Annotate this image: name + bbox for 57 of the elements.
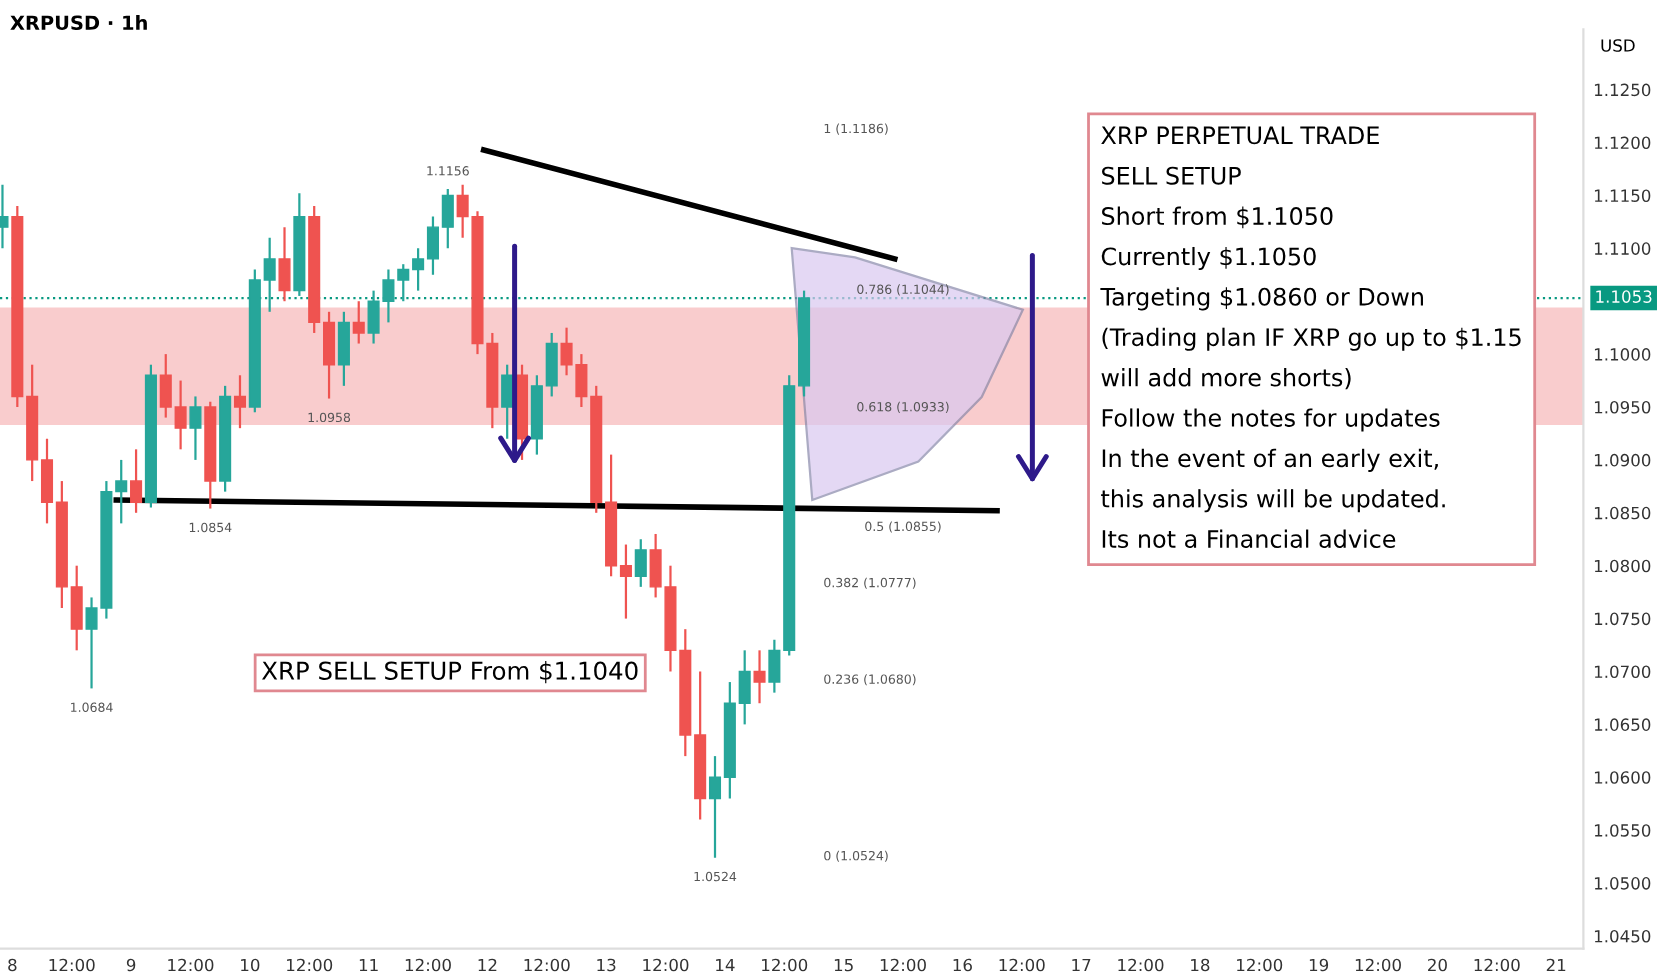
x-tick-label: 12:00: [880, 958, 926, 972]
text: XRP PERPETUAL TRADE SELL SETUP Short from $1.1050 Currently $1.1050 Targeting $1.0860 or Down (Trading plan IF XRP go up to $1.15 will add more shorts) Follow the notes for updates In the event of an early exit, this analysis will be updated. Its not a Financial advice: [1100, 126, 1521, 548]
x-tick-label: 10: [241, 958, 260, 972]
x-tick-label: 12:00: [1474, 958, 1520, 972]
x-tick-label: 13: [597, 958, 616, 972]
y-tick-label: 1.1200: [1594, 136, 1651, 150]
x-tick-label: 12:00: [999, 958, 1045, 972]
y-tick-label: 1.0450: [1594, 929, 1651, 943]
y-tick-label: 1.0900: [1594, 453, 1651, 467]
y-tick-label: 1.0750: [1594, 612, 1651, 626]
y-tick-label: 1.0950: [1594, 400, 1651, 414]
x-tick-label: 19: [1309, 958, 1329, 972]
x-tick-label: 20: [1428, 958, 1447, 972]
y-tick-label: 1.0700: [1594, 665, 1651, 679]
x-tick-label: 12:00: [524, 958, 570, 972]
candlestick: [233, 374, 247, 430]
y-tick-label: 1.1000: [1594, 348, 1651, 361]
candlestick: [337, 310, 350, 387]
candlestick: [753, 649, 766, 705]
annotation: XRP SELL SETUP From $1.1040: [261, 661, 638, 684]
x-tick-label: 15: [834, 958, 853, 972]
x-tick-label: 12: [478, 958, 497, 972]
ref-line-label: 1.1053: [1596, 290, 1652, 303]
y-tick-label: 1.0800: [1594, 559, 1651, 573]
y-tick-label: 1.1250: [1594, 83, 1651, 97]
y-axis-title: USD: [1601, 39, 1635, 52]
x-tick-label: 21: [1546, 958, 1566, 972]
candlestick: [189, 395, 202, 462]
y-tick-label: 1.0650: [1594, 718, 1651, 731]
y-tick-label: 1.0600: [1594, 771, 1651, 784]
x-tick-label: 9: [126, 958, 136, 972]
x-tick-label: 12:00: [1237, 958, 1283, 972]
x-tick-label: 17: [1072, 958, 1091, 972]
x-tick-label: 8: [8, 958, 17, 972]
y-tick-label: 1.0550: [1594, 824, 1651, 837]
chart-title: XRPUSD · 1h: [10, 15, 147, 31]
x-tick-label: 12:00: [1118, 958, 1164, 972]
candlestick: [634, 538, 647, 588]
x-tick-label: 12:00: [762, 958, 808, 972]
x-tick-label: 12:00: [49, 958, 95, 972]
y-tick-label: 1.0500: [1594, 877, 1651, 890]
x-tick-label: 12:00: [168, 958, 214, 972]
candlestick: [501, 363, 514, 440]
x-tick-label: 12:00: [643, 958, 689, 972]
x-tick-label: 12:00: [405, 958, 451, 972]
y-tick-label: 1.1100: [1594, 242, 1651, 255]
candlestick: [278, 226, 291, 303]
candlestick: [352, 300, 365, 345]
x-tick-label: 12:00: [1355, 958, 1401, 972]
x-tick-label: 12:00: [287, 958, 333, 972]
x-tick-label: 18: [1191, 958, 1210, 972]
x-tick-label: 14: [716, 958, 735, 972]
y-tick-label: 1.0850: [1594, 506, 1651, 520]
candlestick: [130, 448, 143, 514]
x-tick-label: 11: [359, 958, 378, 972]
x-tick-label: 16: [953, 958, 972, 972]
y-tick-label: 1.1150: [1594, 189, 1651, 202]
